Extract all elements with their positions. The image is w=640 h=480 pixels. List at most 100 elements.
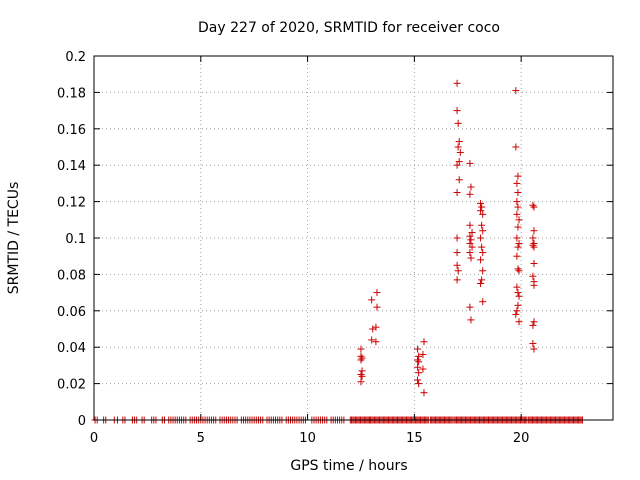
data-point: [414, 356, 422, 364]
data-point: [514, 301, 522, 309]
data-point: [514, 289, 522, 297]
data-point: [513, 198, 521, 206]
data-point: [479, 298, 487, 306]
data-point: [468, 243, 476, 251]
data-point: [466, 190, 474, 198]
data-point: [479, 227, 487, 235]
y-tick-label: 0.06: [57, 305, 86, 320]
data-point: [529, 201, 537, 209]
data-point: [529, 321, 537, 329]
data-point: [453, 276, 461, 284]
x-tick-label: 5: [197, 431, 205, 446]
data-point: [515, 318, 523, 326]
data-point: [414, 345, 422, 353]
data-point: [529, 340, 537, 348]
data-point: [467, 316, 475, 324]
data-point: [514, 203, 522, 211]
data-point: [453, 79, 461, 87]
data-point: [513, 210, 521, 218]
data-point: [515, 239, 523, 247]
data-point: [373, 303, 381, 311]
data-point: [514, 172, 522, 180]
y-tick-label: 0.2: [65, 50, 86, 65]
data-point: [454, 267, 462, 275]
data-point: [368, 296, 376, 304]
data-point: [455, 158, 463, 166]
data-point: [357, 356, 365, 364]
data-points: [91, 79, 586, 424]
data-point: [514, 265, 522, 273]
y-axis-label: SRMTID / TECUs: [6, 182, 22, 295]
data-point: [466, 159, 474, 167]
data-point: [530, 281, 538, 289]
data-point: [466, 249, 474, 257]
data-point: [415, 369, 423, 377]
data-point: [455, 176, 463, 184]
data-point: [515, 216, 523, 224]
data-point: [419, 365, 427, 373]
data-point: [453, 261, 461, 269]
data-point: [514, 189, 522, 196]
data-point: [466, 239, 474, 247]
axis-ticks: [93, 55, 613, 421]
data-point: [358, 354, 366, 362]
y-tick-label: 0.1: [65, 232, 86, 247]
y-tick-label: 0.12: [57, 196, 86, 211]
data-point: [513, 234, 521, 242]
y-tick-label: 0: [78, 414, 86, 429]
data-point: [357, 371, 365, 378]
data-point: [529, 272, 537, 280]
data-point: [357, 345, 365, 353]
data-point: [530, 227, 538, 235]
y-tick-label: 0.14: [57, 159, 86, 174]
data-point: [515, 267, 523, 275]
data-point: [514, 243, 522, 251]
data-point: [455, 138, 463, 146]
data-point: [530, 345, 538, 353]
y-tick-label: 0.18: [57, 86, 86, 101]
data-point: [466, 221, 474, 229]
y-tick-label: 0.04: [57, 341, 86, 356]
data-point: [529, 241, 537, 249]
data-point: [477, 280, 485, 287]
data-point: [530, 318, 538, 326]
data-point: [479, 267, 487, 275]
data-point: [515, 292, 523, 300]
data-point: [453, 189, 461, 196]
data-point: [415, 358, 423, 366]
data-point: [478, 243, 486, 251]
grid-lines: [94, 56, 613, 420]
data-point: [513, 283, 521, 291]
x-tick-labels: 0 5 10 15 20: [90, 431, 530, 446]
y-tick-label: 0.08: [57, 268, 86, 283]
x-tick-label: 10: [299, 431, 316, 446]
data-point: [512, 143, 520, 151]
data-point: [372, 323, 380, 331]
x-tick-label: 15: [406, 431, 423, 446]
data-point: [373, 289, 381, 297]
data-point: [456, 148, 464, 156]
data-point: [420, 389, 428, 397]
data-point: [478, 221, 486, 229]
data-point: [513, 252, 521, 260]
data-point: [477, 199, 485, 207]
data-point: [454, 143, 462, 151]
data-point: [369, 325, 377, 333]
x-axis-label: GPS time / hours: [290, 458, 407, 474]
data-point: [368, 336, 376, 344]
data-point: [530, 243, 538, 251]
data-point: [512, 310, 520, 318]
y-tick-labels: 0 0.02 0.04 0.06 0.08 0.1 0.12 0.14 0.16 0.18 0.2: [57, 50, 86, 429]
data-point: [372, 338, 380, 346]
data-point: [468, 229, 476, 237]
data-point: [513, 307, 521, 315]
data-point: [477, 207, 485, 215]
data-point: [466, 232, 474, 240]
data-point: [467, 254, 475, 262]
data-point: [478, 276, 486, 284]
data-point: [530, 203, 538, 211]
data-point: [414, 376, 422, 384]
data-point: [358, 372, 366, 380]
data-point: [466, 303, 474, 311]
